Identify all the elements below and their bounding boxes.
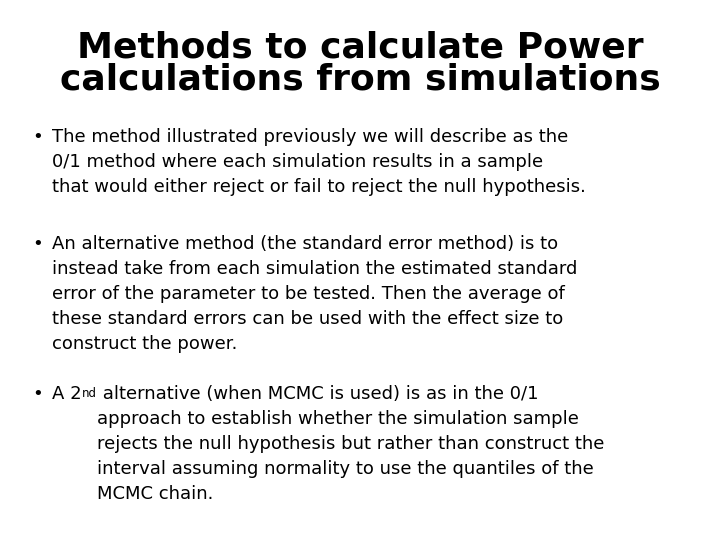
Text: alternative (when MCMC is used) is as in the 0/1
approach to establish whether t: alternative (when MCMC is used) is as in… bbox=[96, 385, 604, 503]
Text: A 2: A 2 bbox=[52, 385, 81, 403]
Text: •: • bbox=[32, 128, 42, 146]
Text: •: • bbox=[32, 385, 42, 403]
Text: The method illustrated previously we will describe as the
0/1 method where each : The method illustrated previously we wil… bbox=[52, 128, 586, 196]
Text: nd: nd bbox=[81, 387, 96, 400]
Text: An alternative method (the standard error method) is to
instead take from each s: An alternative method (the standard erro… bbox=[52, 235, 577, 353]
Text: calculations from simulations: calculations from simulations bbox=[60, 62, 660, 96]
Text: •: • bbox=[32, 235, 42, 253]
Text: Methods to calculate Power: Methods to calculate Power bbox=[77, 30, 643, 64]
